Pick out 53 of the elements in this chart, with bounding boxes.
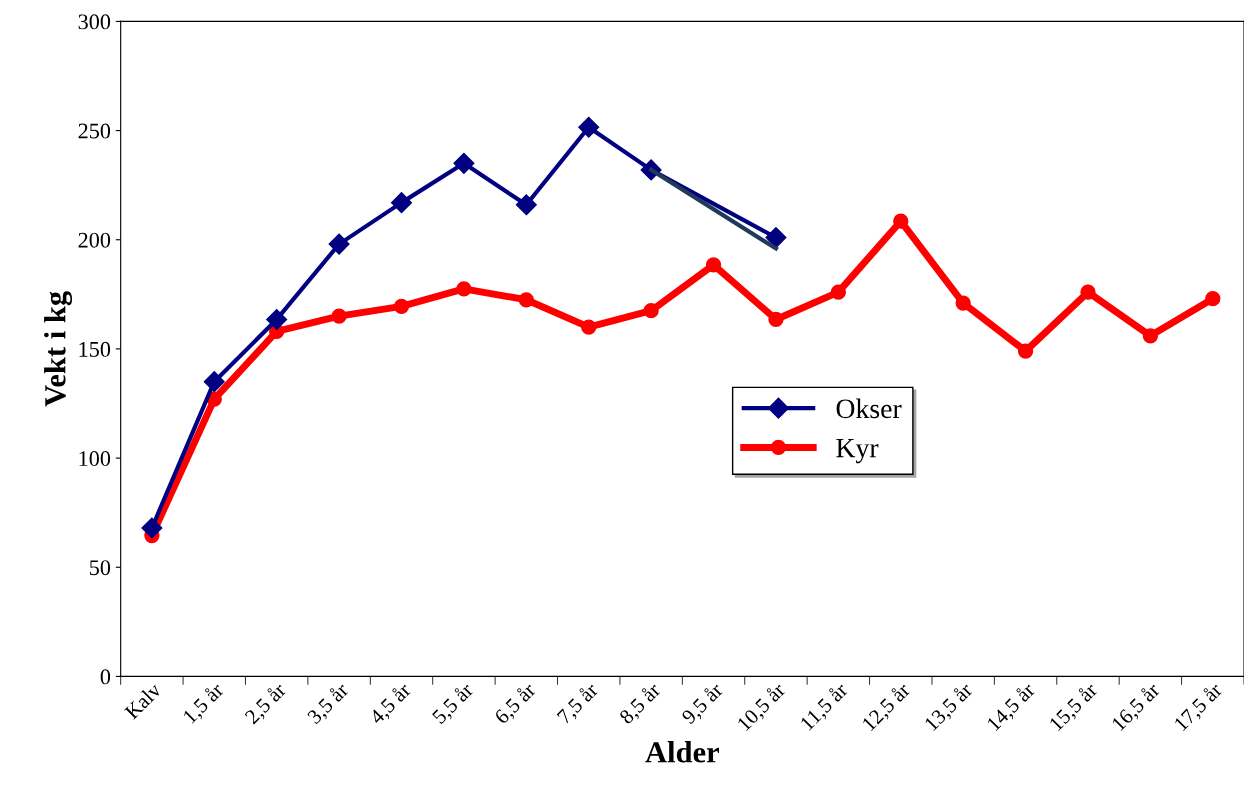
point bbox=[328, 233, 350, 255]
point bbox=[393, 298, 410, 314]
x-axis-title: Alder bbox=[645, 741, 720, 763]
point bbox=[1142, 328, 1159, 344]
point bbox=[1017, 343, 1034, 359]
point bbox=[893, 213, 909, 229]
y-tick-label: 200 bbox=[78, 232, 111, 248]
y-tick-label: 250 bbox=[78, 123, 111, 139]
x-tick-label: 13,5 år bbox=[923, 680, 976, 734]
legend-label: Kyr bbox=[836, 438, 879, 464]
y-tick-label: 50 bbox=[90, 560, 111, 576]
point bbox=[1080, 284, 1096, 300]
y-axis-title: Vekt i kg bbox=[44, 291, 73, 407]
x-tick-label: 8,5 år bbox=[617, 680, 664, 727]
point bbox=[830, 284, 846, 300]
point bbox=[765, 227, 787, 249]
point bbox=[705, 257, 722, 273]
x-tick-label: 4,5 år bbox=[367, 680, 414, 728]
y-tick-label: 100 bbox=[79, 451, 111, 467]
point bbox=[453, 152, 475, 174]
point bbox=[456, 281, 472, 297]
point bbox=[768, 311, 784, 328]
legend-label: Okser bbox=[836, 398, 902, 419]
x-tick-label: 5,5 år bbox=[430, 680, 477, 727]
x-tick-label: 17,5 år bbox=[1172, 680, 1226, 734]
y-tick-label: 300 bbox=[78, 14, 111, 30]
point bbox=[266, 308, 288, 330]
x-tick-label: 11,5 år bbox=[798, 680, 851, 733]
x-tick-label: 1,5 år bbox=[181, 680, 227, 727]
x-tick-label: 12,5 år bbox=[860, 680, 914, 734]
point bbox=[1205, 291, 1221, 307]
y-tick-label: 150 bbox=[79, 341, 111, 357]
x-tick-label: 15,5 år bbox=[1047, 680, 1101, 734]
x-tick-label: 7,5 år bbox=[555, 680, 602, 727]
point bbox=[578, 116, 600, 138]
point bbox=[581, 319, 597, 335]
point bbox=[518, 292, 534, 308]
point bbox=[331, 308, 347, 324]
point bbox=[203, 371, 225, 393]
point bbox=[515, 194, 537, 216]
x-tick-label: Kalv bbox=[123, 681, 163, 720]
point bbox=[643, 303, 659, 319]
point bbox=[955, 295, 971, 311]
x-tick-label: 2,5 år bbox=[243, 680, 290, 727]
point bbox=[390, 192, 413, 214]
x-tick-label: 10,5 år bbox=[735, 680, 789, 734]
x-tick-label: 9,5 år bbox=[680, 680, 726, 727]
y-tick-label: 0 bbox=[100, 669, 111, 685]
x-tick-label: 16,5 år bbox=[1110, 680, 1163, 734]
x-tick-label: 6,5 år bbox=[492, 680, 539, 727]
x-tick-label: 3,5 år bbox=[305, 680, 352, 727]
point bbox=[141, 517, 163, 539]
x-tick-label: 14,5 år bbox=[985, 680, 1038, 734]
